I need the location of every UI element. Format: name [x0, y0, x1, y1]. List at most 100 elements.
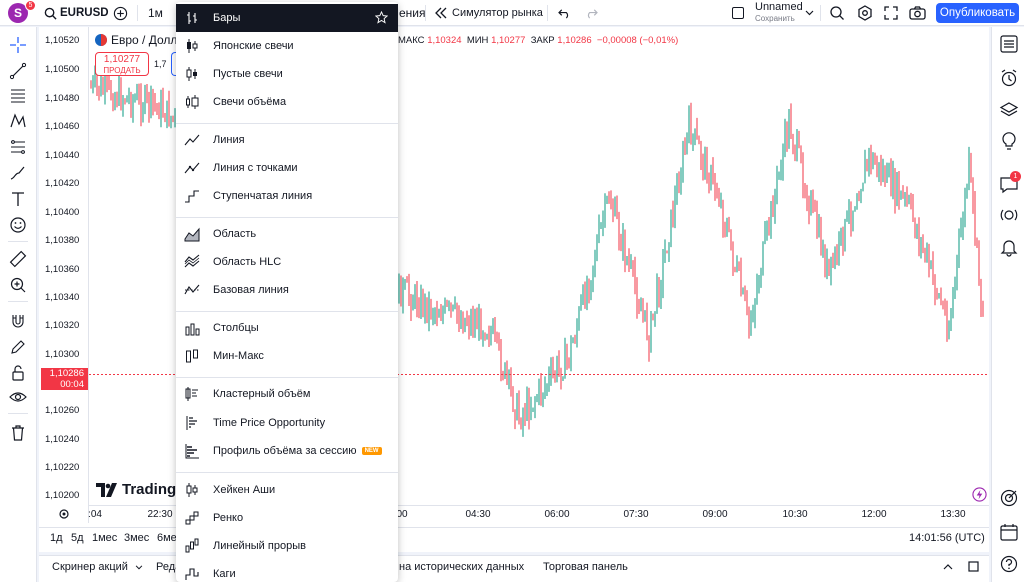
ideas-stream-icon[interactable]: [998, 204, 1020, 226]
menu-item-line-markers[interactable]: Линия с точками: [176, 154, 398, 182]
interval-button[interactable]: 1м: [148, 6, 163, 20]
horizontal-lines-icon[interactable]: [8, 85, 28, 105]
tab-strategy-tester[interactable]: на исторических данных: [399, 561, 525, 573]
tab-trading-panel[interactable]: Торговая панель: [543, 561, 628, 573]
menu-item-line[interactable]: Линия: [176, 126, 398, 154]
current-price-value: 1,10286: [49, 368, 84, 379]
ohlc-values: МАКС 1,10324 МИН 1,10277 ЗАКР 1,10286 −0…: [398, 35, 678, 46]
high-low-icon: [184, 348, 200, 364]
bell-icon[interactable]: [998, 236, 1020, 258]
menu-item-baseline[interactable]: Базовая линия: [176, 276, 398, 304]
settings-button[interactable]: [857, 0, 873, 26]
menu-divider: [176, 377, 398, 378]
sell-price: 1,10277: [103, 54, 141, 65]
watchlist-icon[interactable]: [998, 33, 1020, 55]
change-value: −0,00008 (−0,01%): [596, 35, 679, 46]
emoji-icon[interactable]: [8, 215, 28, 235]
range-button[interactable]: 6ме: [157, 532, 177, 544]
time-axis[interactable]: [89, 505, 989, 523]
price-scale-label: 1,10220: [45, 462, 80, 473]
menu-item-label: Пустые свечи: [213, 68, 283, 80]
trend-line-icon[interactable]: [8, 61, 28, 81]
price-scale-label: 1,10200: [45, 490, 80, 501]
autosave-checkbox[interactable]: [732, 0, 744, 26]
menu-item-line-break[interactable]: Линейный прорыв: [176, 532, 398, 560]
high-value: 1,10324: [427, 35, 462, 46]
range-button[interactable]: 3мес: [124, 532, 150, 544]
undo-button[interactable]: [558, 0, 571, 26]
tab-editor[interactable]: Реда: [156, 561, 182, 573]
price-scale-label: 1,10340: [45, 292, 80, 303]
time-axis-label: 10:30: [782, 509, 808, 520]
price-scale-label: 1,10320: [45, 320, 80, 331]
pattern-icon[interactable]: [8, 111, 28, 131]
ruler-icon[interactable]: [8, 249, 28, 269]
menu-item-renko[interactable]: Ренко: [176, 504, 398, 532]
tab-stock-screener[interactable]: Скринер акций: [52, 561, 143, 573]
menu-item-hlc-area[interactable]: Область HLC: [176, 248, 398, 276]
help-icon[interactable]: [998, 553, 1020, 575]
buy-button[interactable]: [171, 52, 177, 76]
sell-button[interactable]: 1,10277 ПРОДАТЬ: [95, 52, 149, 76]
menu-item-columns[interactable]: Столбцы: [176, 314, 398, 342]
price-scale-label: 1,10500: [45, 64, 80, 75]
layout-name[interactable]: Unnamed Сохранить: [755, 2, 803, 24]
brush-icon[interactable]: [8, 163, 28, 183]
zoom-in-icon[interactable]: [8, 275, 28, 295]
layout-dropdown[interactable]: [805, 0, 814, 26]
lightning-icon[interactable]: [972, 487, 987, 505]
trash-icon[interactable]: [8, 423, 28, 443]
alarm-clock-icon[interactable]: [998, 67, 1020, 89]
menu-item-volume-footprint[interactable]: Кластерный объём: [176, 380, 398, 408]
current-price-tag: 1,10286 00:04: [41, 368, 88, 390]
fib-icon[interactable]: [8, 137, 28, 157]
menu-item-step-line[interactable]: Ступенчатая линия: [176, 182, 398, 210]
menu-item-kagi[interactable]: Каги: [176, 560, 398, 582]
menu-item-area[interactable]: Область: [176, 220, 398, 248]
fullscreen-button[interactable]: [884, 0, 898, 26]
menu-item-hollow-candles[interactable]: Пустые свечи: [176, 60, 398, 88]
text-icon[interactable]: [8, 189, 28, 209]
eye-icon[interactable]: [8, 387, 28, 407]
compare-symbol-button[interactable]: [113, 0, 128, 26]
target-icon[interactable]: [998, 487, 1020, 509]
menu-item-session-volume[interactable]: Профиль объёма за сессию NEW: [176, 437, 398, 465]
avatar[interactable]: S: [8, 3, 28, 23]
lock-icon[interactable]: [8, 363, 28, 383]
gear-icon[interactable]: [58, 508, 70, 523]
magnet-icon[interactable]: [8, 311, 28, 331]
clock[interactable]: 14:01:56 (UTC): [909, 532, 985, 544]
menu-item-candles[interactable]: Японские свечи: [176, 32, 398, 60]
logo-text: Trading: [122, 481, 177, 498]
menu-item-bars[interactable]: Бары: [176, 4, 398, 32]
gear-icon: [858, 5, 872, 21]
range-button[interactable]: 1д: [50, 532, 63, 544]
publish-button[interactable]: Опубликовать: [936, 3, 1019, 23]
indicators-button[interactable]: ения: [399, 6, 426, 20]
replay-button[interactable]: Симулятор рынка: [434, 0, 543, 26]
symbol-legend[interactable]: Евро / Долла: [95, 33, 184, 47]
snapshot-button[interactable]: [909, 0, 926, 26]
collapse-panel-button[interactable]: [943, 561, 953, 573]
menu-item-volume-candles[interactable]: Свечи объёма: [176, 88, 398, 116]
layers-icon[interactable]: [998, 99, 1020, 121]
price-scale[interactable]: [39, 27, 89, 523]
range-button[interactable]: 1мес: [92, 532, 118, 544]
maximize-panel-button[interactable]: [968, 561, 979, 575]
redo-button[interactable]: [585, 0, 598, 26]
lightbulb-icon[interactable]: [998, 131, 1020, 153]
symbol-search-button[interactable]: EURUSD: [44, 0, 109, 26]
favorite-star-icon[interactable]: [374, 10, 389, 24]
menu-item-high-low[interactable]: Мин-Макс: [176, 342, 398, 370]
line-icon: [184, 132, 200, 148]
menu-item-heikin-ashi[interactable]: Хейкен Аши: [176, 476, 398, 504]
range-button[interactable]: 5д: [71, 532, 84, 544]
crosshair-icon[interactable]: [8, 35, 28, 55]
calendar-icon[interactable]: [998, 521, 1020, 543]
currency-flag-icon: [95, 34, 107, 46]
quick-search-button[interactable]: [829, 0, 845, 26]
layout-title: Unnamed: [755, 1, 803, 13]
time-axis-label: 00: [396, 509, 408, 520]
menu-item-tpo[interactable]: Time Price Opportunity: [176, 409, 398, 437]
pencil-lock-icon[interactable]: [8, 337, 28, 357]
